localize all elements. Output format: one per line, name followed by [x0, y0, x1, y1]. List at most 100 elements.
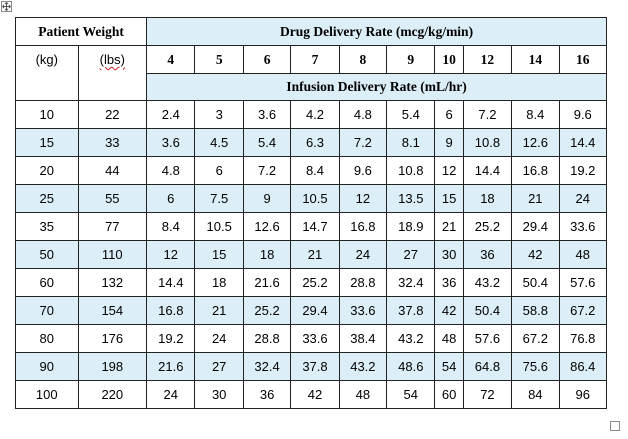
infusion-rate-cell: 72	[462, 380, 513, 409]
infusion-rate-cell: 18	[194, 268, 244, 297]
infusion-rate-cell: 54	[386, 380, 436, 409]
weight-lbs-cell: 198	[77, 352, 148, 381]
infusion-rate-cell: 60	[434, 380, 464, 409]
weight-lbs-cell: 55	[77, 184, 148, 213]
weight-kg-cell: 80	[15, 324, 79, 353]
infusion-rate-cell: 75.6	[511, 352, 560, 381]
kg-header: (kg)	[15, 45, 79, 101]
infusion-rate-cell: 10.8	[462, 128, 513, 157]
infusion-rate-cell: 5.4	[242, 128, 292, 157]
infusion-rate-cell: 3	[194, 100, 244, 129]
infusion-rate-cell: 5.4	[386, 100, 436, 129]
infusion-rate-cell: 42	[511, 240, 560, 269]
weight-lbs-cell: 132	[77, 268, 148, 297]
infusion-rate-cell: 54	[434, 352, 464, 381]
infusion-rate-cell: 15	[434, 184, 464, 213]
table-row: 70 154 16.8 21 25.2 29.4 33.6 37.8 42 50.4 58.8 67.…	[15, 296, 608, 325]
infusion-rate-cell: 18.9	[386, 212, 436, 241]
infusion-rate-cell: 15	[194, 240, 244, 269]
infusion-rate-cell: 43.2	[462, 268, 513, 297]
infusion-rate-cell: 3.6	[242, 100, 292, 129]
infusion-rate-cell: 12.6	[511, 128, 560, 157]
infusion-rate-cell: 13.5	[386, 184, 436, 213]
weight-kg-cell: 20	[15, 156, 79, 185]
infusion-rate-cell: 10.5	[290, 184, 340, 213]
infusion-rate-cell: 86.4	[558, 352, 608, 381]
infusion-rate-cell: 7.2	[338, 128, 388, 157]
infusion-delivery-rate-header: Infusion Delivery Rate (mL/hr)	[146, 73, 607, 101]
infusion-rate-cell: 67.2	[511, 324, 560, 353]
infusion-rate-cell: 48	[434, 324, 464, 353]
infusion-rate-cell: 7.5	[194, 184, 244, 213]
infusion-rate-cell: 24	[194, 324, 244, 353]
infusion-rate-cell: 21.6	[242, 268, 292, 297]
infusion-rate-cell: 28.8	[242, 324, 292, 353]
infusion-rate-cell: 14.4	[558, 128, 608, 157]
rate-header-cell: 16	[558, 45, 608, 74]
infusion-rate-cell: 43.2	[338, 352, 388, 381]
weight-kg-cell: 100	[15, 380, 79, 409]
infusion-rate-cell: 25.2	[462, 212, 513, 241]
infusion-rate-cell: 30	[434, 240, 464, 269]
weight-lbs-cell: 154	[77, 296, 148, 325]
weight-lbs-cell: 44	[77, 156, 148, 185]
infusion-rate-cell: 48	[558, 240, 608, 269]
infusion-rate-cell: 48.6	[386, 352, 436, 381]
table-row: 20 44 4.8 6 7.2 8.4 9.6 10.8 12 14.4 16.8 19.2	[15, 156, 608, 185]
infusion-rate-cell: 32.4	[242, 352, 292, 381]
infusion-rate-cell: 12.6	[242, 212, 292, 241]
infusion-rate-cell: 8.4	[511, 100, 560, 129]
infusion-rate-cell: 14.7	[290, 212, 340, 241]
rate-header-cell: 12	[462, 45, 513, 74]
infusion-rate-cell: 37.8	[386, 296, 436, 325]
infusion-rate-cell: 2.4	[146, 100, 196, 129]
infusion-rate-cell: 36	[462, 240, 513, 269]
rate-header-cell: 5	[194, 45, 244, 74]
infusion-rate-cell: 50.4	[511, 268, 560, 297]
infusion-rate-cell: 4.2	[290, 100, 340, 129]
rate-header-cell: 9	[386, 45, 436, 74]
infusion-rate-cell: 6	[146, 184, 196, 213]
infusion-rate-cell: 18	[242, 240, 292, 269]
weight-lbs-cell: 33	[77, 128, 148, 157]
infusion-rate-cell: 42	[434, 296, 464, 325]
infusion-rate-cell: 33.6	[338, 296, 388, 325]
patient-weight-header: Patient Weight	[14, 17, 148, 46]
infusion-rate-cell: 33.6	[290, 324, 340, 353]
infusion-rate-cell: 24	[338, 240, 388, 269]
infusion-rate-cell: 16.8	[338, 212, 388, 241]
weight-kg-cell: 90	[15, 352, 79, 381]
infusion-rate-cell: 27	[386, 240, 436, 269]
infusion-rate-cell: 21.6	[146, 352, 196, 381]
weight-kg-cell: 70	[15, 296, 79, 325]
infusion-rate-cell: 64.8	[462, 352, 513, 381]
infusion-rate-cell: 32.4	[386, 268, 436, 297]
table-row: 35 77 8.4 10.5 12.6 14.7 16.8 18.9 21 25.2 29.4 33.…	[15, 212, 608, 241]
infusion-rate-cell: 48	[338, 380, 388, 409]
weight-lbs-cell: 176	[77, 324, 148, 353]
table-move-handle[interactable]	[1, 1, 12, 12]
infusion-rate-cell: 6	[434, 100, 464, 129]
infusion-rate-cell: 21	[511, 184, 560, 213]
infusion-rate-cell: 16.8	[511, 156, 560, 185]
infusion-rate-cell: 21	[290, 240, 340, 269]
infusion-rate-cell: 6.3	[290, 128, 340, 157]
infusion-table: Patient Weight Drug Delivery Rate (mcg/k…	[14, 17, 608, 409]
infusion-rate-cell: 12	[434, 156, 464, 185]
weight-kg-cell: 50	[15, 240, 79, 269]
header-row-infusion: Infusion Delivery Rate (mL/hr)	[16, 73, 607, 101]
table-row: 25 55 6 7.5 9 10.5 12 13.5 15 18 21 24	[15, 184, 608, 213]
infusion-rate-cell: 28.8	[338, 268, 388, 297]
table-resize-handle[interactable]	[610, 421, 620, 431]
weight-lbs-cell: 77	[77, 212, 148, 241]
rate-header-cell: 10	[434, 45, 464, 74]
infusion-rate-cell: 19.2	[146, 324, 196, 353]
infusion-rate-cell: 29.4	[511, 212, 560, 241]
infusion-rate-cell: 29.4	[290, 296, 340, 325]
rate-header-cell: 6	[242, 45, 292, 74]
rate-header-cell: 7	[290, 45, 340, 74]
infusion-rate-cell: 24	[558, 184, 608, 213]
infusion-rate-cell: 43.2	[386, 324, 436, 353]
infusion-rate-cell: 10.5	[194, 212, 244, 241]
table-row: 80 176 19.2 24 28.8 33.6 38.4 43.2 48 57.6 67.2 76.…	[15, 324, 608, 353]
